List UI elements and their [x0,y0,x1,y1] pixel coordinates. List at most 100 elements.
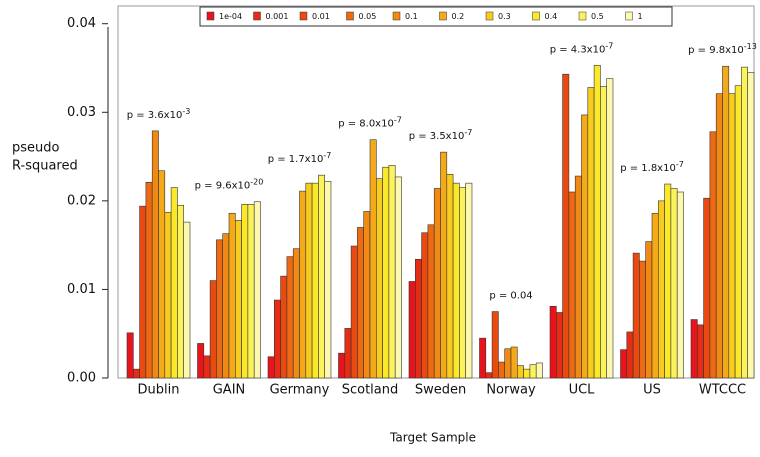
bar [222,233,230,379]
bar [241,204,249,379]
bar [529,364,537,379]
annotation-text: p = 8.0x10 [338,119,394,130]
annotation-text: p = 3.6x10 [127,110,183,121]
bar [305,182,313,379]
bar [491,311,499,379]
bar [651,212,659,379]
legend-swatch [392,11,401,21]
bar [414,259,422,379]
bar [722,65,730,379]
annotation: p = 3.5x10-7 [409,128,473,143]
bar [535,362,543,379]
legend-swatch [253,11,261,21]
bar [446,173,454,379]
bar [664,183,672,379]
legend-label: 0.1 [405,12,418,21]
legend-swatch [625,11,633,21]
bar [632,252,640,379]
bar [292,248,300,379]
bar [562,73,570,379]
x-tick-label: Norway [486,383,536,398]
annotation-exponent: -3 [182,106,190,115]
annotation-text: p = 9.6x10 [195,181,251,192]
bar [639,260,647,379]
legend-label: 0.4 [545,12,558,21]
bar [657,200,665,379]
annotation: p = 0.04 [489,291,532,302]
bar [350,245,358,379]
annotation: p = 1.8x10-7 [620,160,684,175]
bar [247,204,255,379]
annotation-exponent: -7 [323,151,331,160]
bar [587,87,595,379]
bar [670,188,678,379]
bar [709,131,717,379]
bar [676,191,684,379]
legend-swatch [346,11,354,21]
bar [177,204,184,379]
bar [363,211,371,379]
y-tick-label: 0.01 [67,282,96,297]
bar [209,280,217,379]
bar [626,331,634,379]
x-tick-label: Dublin [138,383,180,398]
bar [253,201,261,379]
bar [126,332,134,379]
bar [696,324,704,379]
bar [555,312,563,379]
bar [452,182,460,379]
bar [299,190,307,379]
annotation-text: p = 1.8x10 [620,163,676,174]
x-tick-label: Sweden [415,383,466,398]
legend-swatch [206,11,215,21]
bar [388,165,396,379]
legend-label: 1e-04 [219,12,242,21]
legend-swatch [485,11,494,21]
bar [741,66,749,379]
bar [228,212,236,379]
bar [375,178,383,379]
bar [620,349,628,379]
annotation-exponent: -7 [394,115,402,124]
legend-label: 0.05 [359,12,377,21]
bar [216,239,223,379]
bar [516,365,524,379]
bar [311,182,319,379]
bar [394,176,402,379]
bar [151,130,159,379]
bar [703,197,711,379]
x-tick-label: WTCCC [699,383,746,398]
legend-swatch [578,11,587,21]
legend-label: 0.3 [498,12,511,21]
bar [581,114,589,379]
x-tick-label: UCL [569,383,596,398]
annotation: p = 9.6x10-20 [195,177,264,192]
bar [344,328,352,379]
bar [728,93,736,379]
annotation-exponent: -7 [464,128,472,137]
bar [734,85,742,379]
annotation: p = 4.3x10-7 [550,41,614,56]
legend-label: 0.01 [312,12,330,21]
bar [164,212,172,379]
bar [433,188,441,379]
bar [485,372,493,379]
bar [645,241,653,379]
bar [440,151,448,379]
legend-label: 1 [638,12,643,21]
bar [568,191,576,379]
annotation-exponent: -20 [250,177,263,186]
y-tick-label: 0.04 [67,16,96,31]
legend-label: 0.2 [452,12,465,21]
annotation: p = 3.6x10-3 [127,106,191,121]
annotation-text: p = 1.7x10 [268,154,324,165]
y-tick-label: 0.02 [67,193,96,208]
bar [421,232,429,379]
bar [479,337,487,379]
bar [369,139,377,379]
bar [324,181,332,379]
bar [523,368,531,379]
bar [273,299,281,379]
y-axis-label: R-squared [12,159,78,174]
